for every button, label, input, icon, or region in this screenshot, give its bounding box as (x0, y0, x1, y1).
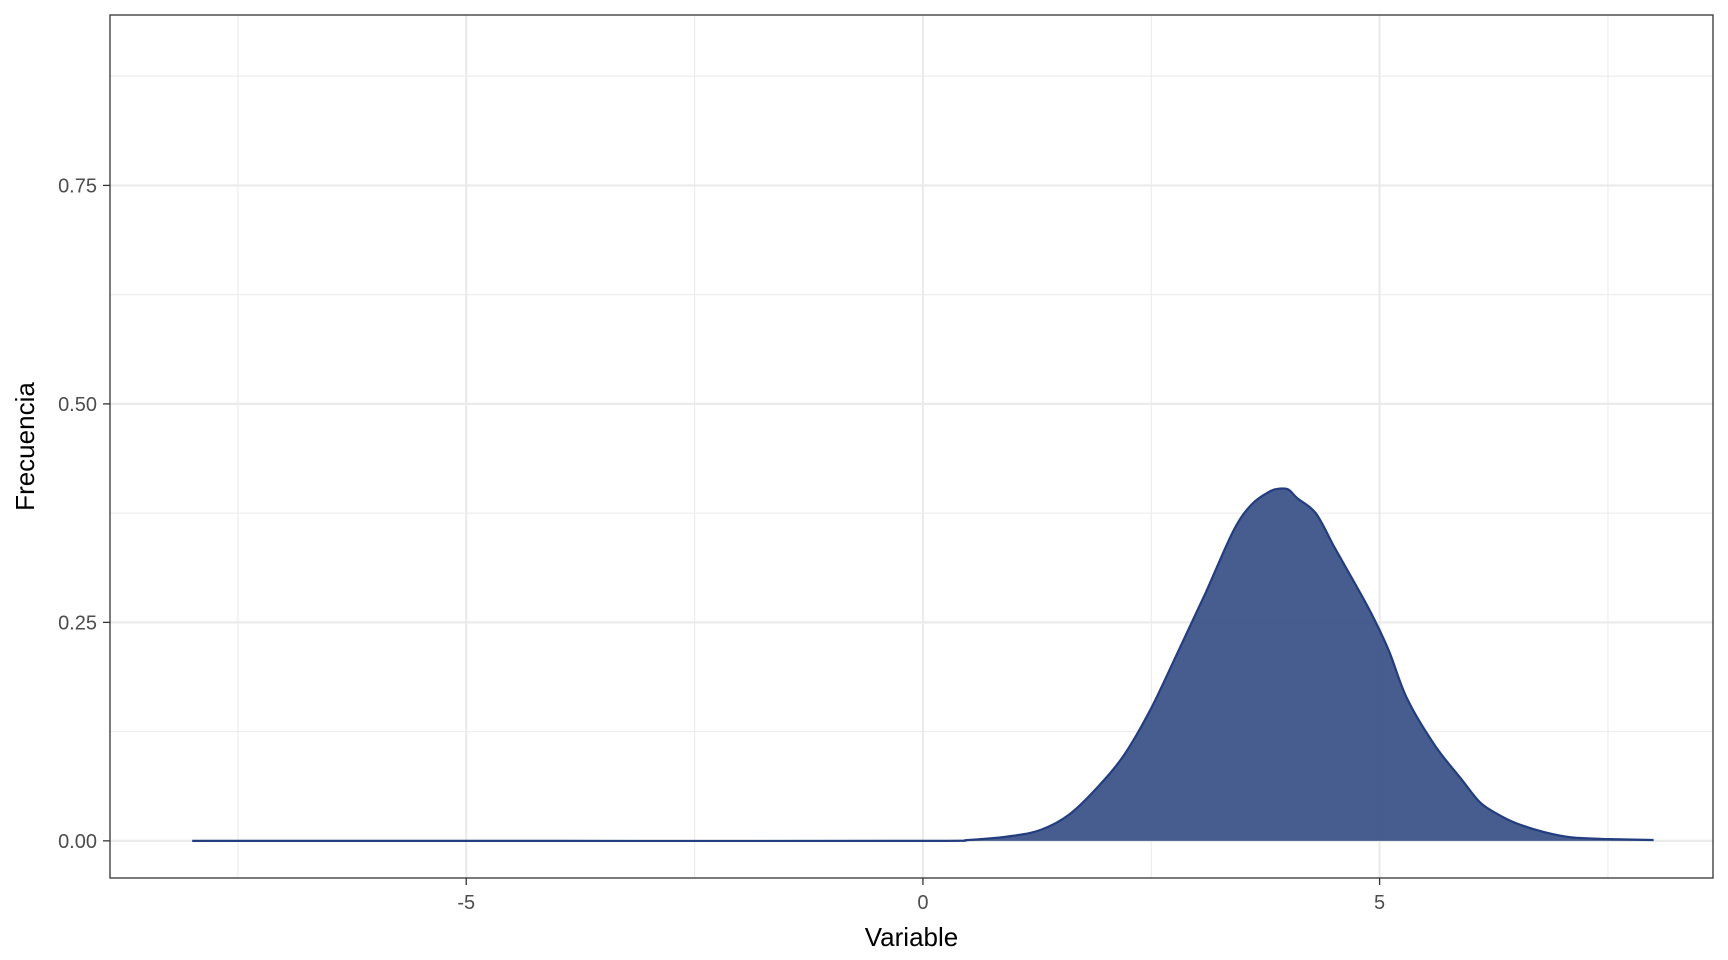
x-tick-label: -5 (457, 892, 475, 914)
density-line (192, 487, 1654, 843)
y-axis-title: Frecuencia (10, 382, 40, 511)
density-area (192, 488, 1654, 841)
x-axis: -5 0 5 (457, 878, 1385, 914)
x-tick-label: 0 (917, 892, 928, 914)
y-tick-label: 0.25 (58, 612, 97, 634)
y-tick-label: 0.75 (58, 175, 97, 197)
density-series (192, 487, 1654, 843)
y-tick-label: 0.00 (58, 831, 97, 853)
minor-gridlines (110, 15, 1713, 878)
y-axis: 0.00 0.25 0.50 0.75 (58, 175, 110, 853)
y-tick-label: 0.50 (58, 394, 97, 416)
x-tick-label: 5 (1374, 892, 1385, 914)
panel-border (109, 14, 1714, 879)
x-axis-title: Variable (865, 922, 958, 952)
